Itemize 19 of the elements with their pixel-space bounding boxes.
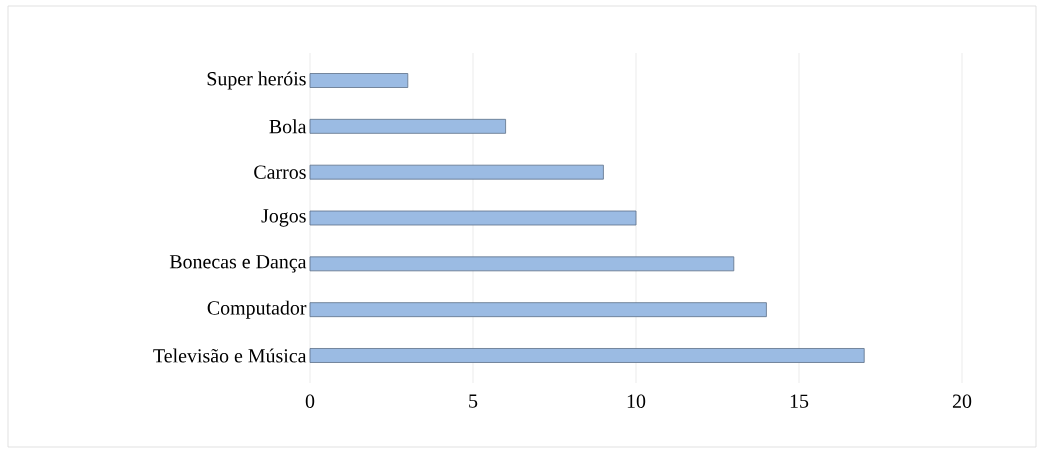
x-tick-label: 10 bbox=[627, 394, 646, 408]
y-tick-label: Televisão e Música bbox=[153, 348, 307, 363]
bar bbox=[309, 164, 604, 180]
y-tick-label: Super heróis bbox=[207, 71, 306, 90]
bar bbox=[309, 302, 767, 318]
bar bbox=[309, 210, 637, 226]
bar bbox=[309, 256, 735, 272]
bar bbox=[309, 118, 507, 134]
bar bbox=[309, 73, 409, 88]
x-tick-label: 0 bbox=[305, 394, 315, 408]
y-tick-label: Jogos bbox=[261, 209, 306, 227]
y-tick-label: Bola bbox=[269, 119, 307, 134]
y-tick-label: Computador bbox=[207, 300, 307, 319]
x-tick-label: 15 bbox=[790, 394, 809, 408]
x-tick-label: 5 bbox=[469, 394, 478, 408]
y-tick-label: Bonecas e Dança bbox=[169, 255, 307, 273]
bar bbox=[309, 348, 865, 363]
y-tick-label: Carros bbox=[254, 165, 306, 179]
x-tick-label: 20 bbox=[952, 394, 972, 408]
